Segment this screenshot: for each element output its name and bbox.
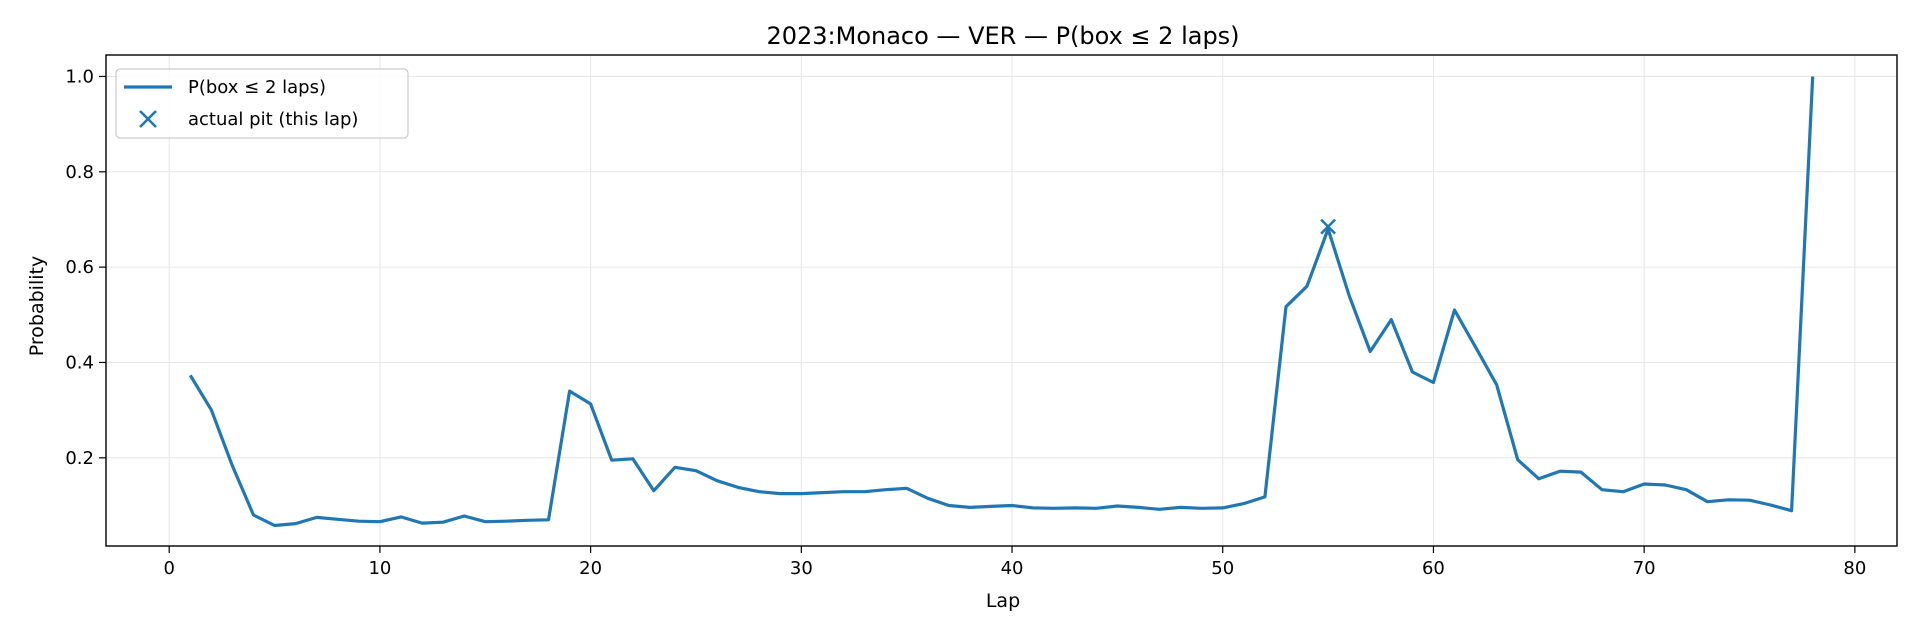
series-layer	[188, 76, 1815, 528]
legend-box	[115, 68, 409, 139]
x-tick-label: 60	[1422, 558, 1445, 579]
y-axis-label: Probability	[26, 256, 48, 356]
plot-frame	[105, 54, 1898, 547]
legend-label: P(box ≤ 2 laps)	[188, 77, 326, 98]
x-tick-label: 0	[163, 558, 174, 579]
x-tick-label: 80	[1843, 558, 1866, 579]
x-tick-label: 20	[579, 558, 602, 579]
y-tick-label: 1.0	[65, 66, 94, 87]
legend-label: actual pit (this lap)	[188, 109, 358, 130]
marker-layer	[1320, 218, 1337, 235]
chart-title: 2023:Monaco — VER — P(box ≤ 2 laps)	[766, 22, 1239, 50]
y-tick-label: 0.6	[65, 257, 94, 278]
x-tick-label: 10	[368, 558, 391, 579]
legend-x-swatch	[139, 110, 157, 128]
pit-marker	[1320, 218, 1337, 235]
pit-marker-stroke	[1320, 218, 1337, 235]
x-tick-label: 50	[1211, 558, 1234, 579]
x-tick-label: 30	[790, 558, 813, 579]
y-tick-label: 0.4	[65, 352, 94, 373]
x-tick-label: 70	[1633, 558, 1656, 579]
legend: P(box ≤ 2 laps) actual pit (this lap)	[115, 68, 409, 139]
y-tick-label: 0.8	[65, 162, 94, 183]
x-tick-label: 40	[1001, 558, 1024, 579]
axes: 0 10 20 30 40 50 60 70 80 0.2 0.4 0.6 0.8 1.0	[65, 54, 1898, 579]
series-line	[188, 76, 1815, 528]
x-axis-label: Lap	[986, 590, 1020, 612]
y-tick-label: 0.2	[65, 448, 94, 469]
